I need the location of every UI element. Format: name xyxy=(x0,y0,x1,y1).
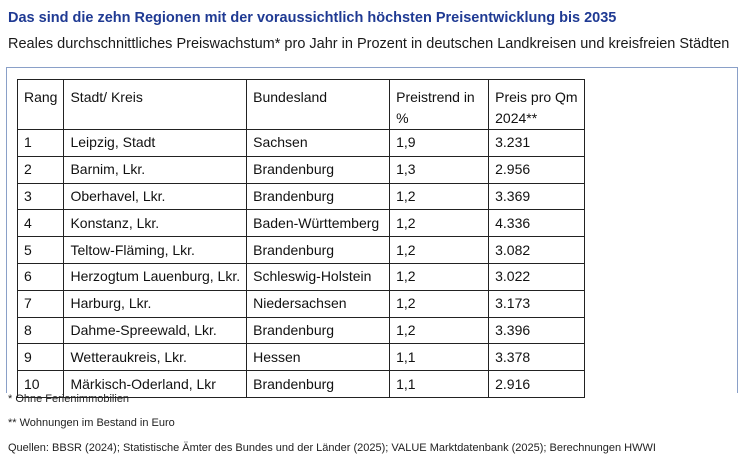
table-row: 3 Oberhavel, Lkr. Brandenburg 1,2 3.369 xyxy=(18,183,585,210)
cell-price: 3.378 xyxy=(489,344,584,371)
cell-rank: 4 xyxy=(18,210,64,237)
cell-trend: 1,2 xyxy=(390,237,489,264)
cell-rank: 5 xyxy=(18,237,64,264)
cell-trend: 1,1 xyxy=(390,371,489,398)
table-row: 1 Leipzig, Stadt Sachsen 1,9 3.231 xyxy=(18,130,585,157)
cell-rank: 2 xyxy=(18,156,64,183)
cell-city: Leipzig, Stadt xyxy=(64,130,247,157)
cell-state: Schleswig-Holstein xyxy=(247,263,390,290)
cell-state: Hessen xyxy=(247,344,390,371)
header-price-line2: 2024** xyxy=(495,110,537,126)
cell-rank: 7 xyxy=(18,290,64,317)
header-state: Bundesland xyxy=(247,80,390,130)
table-header-row: Rang Stadt/ Kreis Bundesland Preistrend … xyxy=(18,80,585,130)
table-row: 4 Konstanz, Lkr. Baden-Württemberg 1,2 4.336 xyxy=(18,210,585,237)
cell-trend: 1,2 xyxy=(390,317,489,344)
header-rank: Rang xyxy=(18,80,64,130)
cell-trend: 1,2 xyxy=(390,263,489,290)
cell-price: 2.956 xyxy=(489,156,584,183)
ranking-table: Rang Stadt/ Kreis Bundesland Preistrend … xyxy=(17,79,585,398)
cell-state: Brandenburg xyxy=(247,371,390,398)
table-row: 9 Wetteraukreis, Lkr. Hessen 1,1 3.378 xyxy=(18,344,585,371)
cell-city: Harburg, Lkr. xyxy=(64,290,247,317)
cell-city: Dahme-Spreewald, Lkr. xyxy=(64,317,247,344)
cell-city: Barnim, Lkr. xyxy=(64,156,247,183)
cell-price: 3.231 xyxy=(489,130,584,157)
cell-trend: 1,3 xyxy=(390,156,489,183)
footnote-2: ** Wohnungen im Bestand in Euro xyxy=(8,417,175,429)
table-row: 8 Dahme-Spreewald, Lkr. Brandenburg 1,2 3.39… xyxy=(18,317,585,344)
cell-price: 3.022 xyxy=(489,263,584,290)
cell-rank: 1 xyxy=(18,130,64,157)
cell-city: Oberhavel, Lkr. xyxy=(64,183,247,210)
header-trend-line1: Preistrend in xyxy=(396,87,482,108)
cell-price: 2.916 xyxy=(489,371,584,398)
cell-trend: 1,9 xyxy=(390,130,489,157)
cell-city: Wetteraukreis, Lkr. xyxy=(64,344,247,371)
cell-state: Niedersachsen xyxy=(247,290,390,317)
cell-state: Brandenburg xyxy=(247,183,390,210)
cell-state: Brandenburg xyxy=(247,156,390,183)
page: Das sind die zehn Regionen mit der vorau… xyxy=(0,0,749,474)
cell-state: Sachsen xyxy=(247,130,390,157)
table-body: 1 Leipzig, Stadt Sachsen 1,9 3.231 2 Barnim, L… xyxy=(18,130,585,398)
header-city: Stadt/ Kreis xyxy=(64,80,247,130)
footnote-1: * Ohne Ferienimmobilien xyxy=(8,393,129,405)
cell-price: 3.369 xyxy=(489,183,584,210)
table-row: 6 Herzogtum Lauenburg, Lkr. Schleswig-Hols… xyxy=(18,263,585,290)
cell-price: 3.396 xyxy=(489,317,584,344)
cell-city: Konstanz, Lkr. xyxy=(64,210,247,237)
cell-price: 3.173 xyxy=(489,290,584,317)
cell-rank: 6 xyxy=(18,263,64,290)
header-price-line1: Preis pro Qm xyxy=(495,89,577,105)
page-title: Das sind die zehn Regionen mit der vorau… xyxy=(8,10,616,26)
cell-city: Teltow-Fläming, Lkr. xyxy=(64,237,247,264)
cell-state: Brandenburg xyxy=(247,317,390,344)
cell-rank: 9 xyxy=(18,344,64,371)
cell-rank: 3 xyxy=(18,183,64,210)
cell-price: 3.082 xyxy=(489,237,584,264)
header-price: Preis pro Qm 2024** xyxy=(489,80,584,130)
table-row: 2 Barnim, Lkr. Brandenburg 1,3 2.956 xyxy=(18,156,585,183)
cell-rank: 8 xyxy=(18,317,64,344)
table-row: 7 Harburg, Lkr. Niedersachsen 1,2 3.173 xyxy=(18,290,585,317)
cell-trend: 1,2 xyxy=(390,290,489,317)
header-trend-line2: % xyxy=(396,110,408,126)
cell-trend: 1,2 xyxy=(390,183,489,210)
cell-trend: 1,1 xyxy=(390,344,489,371)
cell-trend: 1,2 xyxy=(390,210,489,237)
cell-state: Brandenburg xyxy=(247,237,390,264)
cell-city: Herzogtum Lauenburg, Lkr. xyxy=(64,263,247,290)
header-trend: Preistrend in % xyxy=(390,80,489,130)
cell-price: 4.336 xyxy=(489,210,584,237)
page-subtitle: Reales durchschnittliches Preiswachstum*… xyxy=(8,36,729,52)
sources-note: Quellen: BBSR (2024); Statistische Ämter… xyxy=(8,442,656,454)
table-row: 5 Teltow-Fläming, Lkr. Brandenburg 1,2 3.082 xyxy=(18,237,585,264)
cell-state: Baden-Württemberg xyxy=(247,210,390,237)
